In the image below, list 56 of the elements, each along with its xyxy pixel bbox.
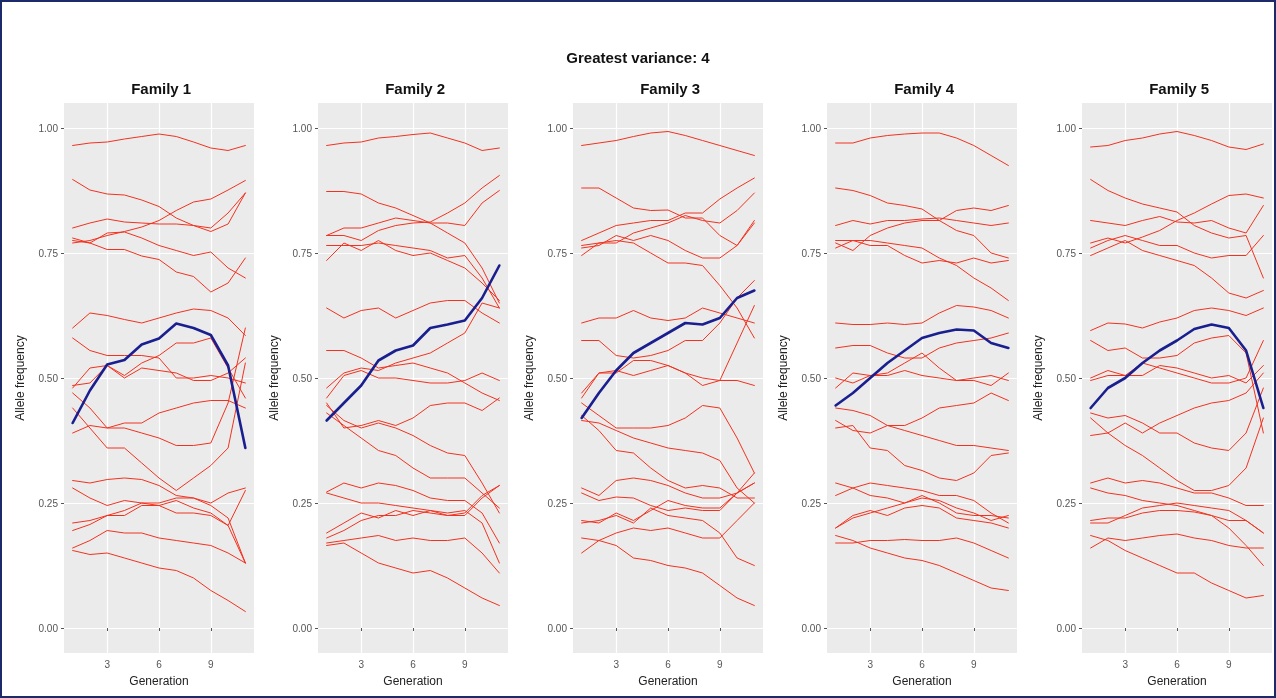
x-tick-label: 9 [1225,658,1232,670]
y-axis-title: Allele frequency [776,335,791,421]
y-tick-label: 0.25 [1056,497,1077,509]
y-tick-label: 1.00 [1056,122,1077,134]
y-tick-label: 0.75 [38,247,59,259]
x-tick-label: 3 [867,658,874,670]
x-tick-label: 9 [208,658,215,670]
y-tick-label: 0.50 [292,372,313,384]
y-tick-label: 0.75 [1056,247,1077,259]
x-axis-title: Generation [638,674,698,688]
x-tick-label: 6 [156,658,163,670]
y-axis-title: Allele frequency [13,335,27,421]
chart-title: Family 4 [894,80,956,97]
y-tick-label: 0.25 [547,497,568,509]
x-axis-title: Generation [383,674,444,688]
y-tick-label: 0.00 [1056,622,1077,634]
x-tick-label: 6 [1173,658,1180,670]
x-tick-label: 3 [104,658,111,670]
x-axis-title: Generation [892,674,952,688]
y-tick-label: 0.50 [38,372,59,384]
y-axis-title: Allele frequency [1030,335,1045,421]
x-tick-label: 6 [410,658,417,670]
y-tick-label: 0.00 [547,622,568,634]
y-tick-label: 0.25 [292,497,313,509]
x-axis-title: Generation [1146,674,1207,688]
x-tick-label: 3 [358,658,365,670]
x-tick-label: 6 [919,658,926,670]
chart-title: Family 3 [639,80,701,97]
y-tick-label: 1.00 [547,122,568,134]
y-tick-label: 0.75 [547,247,568,259]
y-axis-title: Allele frequency [267,335,282,421]
y-tick-label: 0.00 [292,622,313,634]
y-tick-label: 0.25 [801,497,822,509]
x-tick-label: 3 [1121,658,1128,670]
chart-title: Family 5 [1148,80,1209,97]
y-axis-title: Allele frequency [521,335,536,421]
x-tick-label: 3 [613,658,620,670]
x-tick-label: 9 [971,658,978,670]
y-tick-label: 0.75 [801,247,822,259]
x-tick-label: 9 [716,658,723,670]
y-tick-label: 0.00 [38,622,59,634]
y-tick-label: 1.00 [38,122,59,134]
x-axis-title: Generation [129,674,189,688]
y-tick-label: 0.50 [547,372,568,384]
x-tick-label: 9 [462,658,469,670]
chart-title: Family 2 [385,80,446,97]
y-tick-label: 0.25 [38,497,59,509]
x-tick-label: 6 [665,658,672,670]
y-tick-label: 0.00 [801,622,822,634]
y-tick-label: 0.50 [1056,372,1077,384]
chart-title: Family 1 [131,80,192,97]
y-tick-label: 1.00 [801,122,822,134]
text: Greatest variance: 4 [566,49,711,66]
y-tick-label: 0.50 [801,372,822,384]
y-tick-label: 1.00 [292,122,313,134]
y-tick-label: 0.75 [292,247,313,259]
